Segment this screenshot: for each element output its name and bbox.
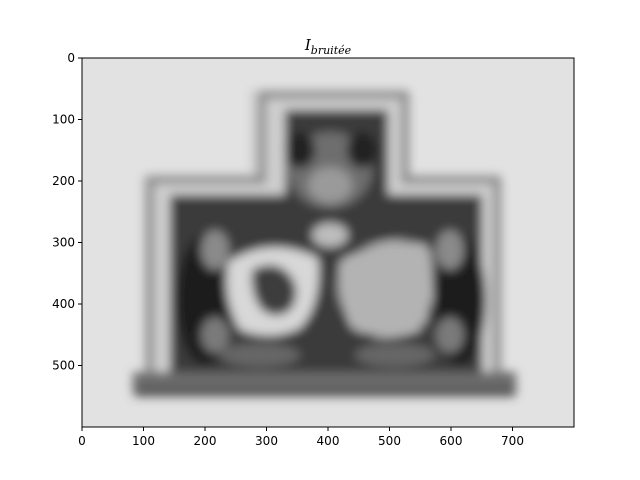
x-tick-label: 300 (255, 434, 278, 448)
y-axis: 0 100 200 300 400 500 (52, 51, 82, 373)
x-tick-label: 200 (194, 434, 217, 448)
x-tick-label: 400 (317, 434, 340, 448)
x-tick-label: 0 (78, 434, 86, 448)
bottom-ledge (133, 372, 516, 394)
y-tick-label: 0 (67, 51, 75, 65)
x-tick-label: 600 (440, 434, 463, 448)
shield-right (337, 240, 434, 338)
x-tick-label: 500 (378, 434, 401, 448)
figure-title: Ibruitée (304, 36, 352, 57)
lion-figure (251, 265, 297, 316)
image-photo (82, 58, 574, 427)
x-tick-label: 700 (501, 434, 524, 448)
y-tick-label: 400 (52, 297, 75, 311)
x-tick-label: 100 (132, 434, 155, 448)
y-tick-label: 300 (52, 236, 75, 250)
y-tick-label: 100 (52, 113, 75, 127)
y-tick-label: 500 (52, 359, 75, 373)
x-axis: 0 100 200 300 400 500 600 700 (78, 427, 524, 448)
y-tick-label: 200 (52, 174, 75, 188)
